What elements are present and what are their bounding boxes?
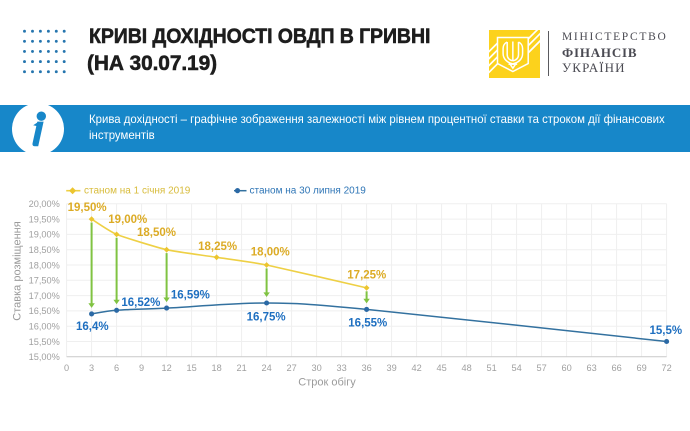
svg-text:66: 66 — [611, 363, 621, 373]
svg-text:Ставка розміщення: Ставка розміщення — [12, 221, 24, 320]
svg-text:18,00%: 18,00% — [29, 260, 60, 270]
svg-text:16,75%: 16,75% — [247, 311, 286, 323]
svg-text:0: 0 — [64, 363, 69, 373]
svg-text:54: 54 — [511, 363, 521, 373]
svg-text:18: 18 — [211, 363, 221, 373]
svg-text:17,50%: 17,50% — [29, 276, 60, 286]
svg-text:72: 72 — [661, 363, 671, 373]
svg-text:48: 48 — [461, 363, 471, 373]
svg-text:27: 27 — [286, 363, 296, 373]
svg-text:57: 57 — [536, 363, 546, 373]
svg-text:16,50%: 16,50% — [29, 306, 60, 316]
svg-text:20,00%: 20,00% — [29, 199, 60, 209]
svg-text:36: 36 — [361, 363, 371, 373]
svg-text:15: 15 — [186, 363, 196, 373]
svg-text:30: 30 — [311, 363, 321, 373]
svg-text:39: 39 — [386, 363, 396, 373]
svg-text:16,00%: 16,00% — [29, 322, 60, 332]
svg-text:69: 69 — [636, 363, 646, 373]
svg-text:станом на 30 липня 2019: станом на 30 липня 2019 — [250, 186, 367, 197]
svg-text:19,00%: 19,00% — [108, 214, 147, 226]
svg-text:21: 21 — [236, 363, 246, 373]
svg-text:17,00%: 17,00% — [29, 291, 60, 301]
svg-text:16,59%: 16,59% — [171, 290, 210, 302]
svg-text:15,50%: 15,50% — [29, 337, 60, 347]
svg-text:16,55%: 16,55% — [348, 318, 387, 330]
svg-text:15,5%: 15,5% — [649, 325, 682, 337]
svg-text:33: 33 — [336, 363, 346, 373]
svg-text:6: 6 — [114, 363, 119, 373]
svg-text:63: 63 — [586, 363, 596, 373]
svg-text:3: 3 — [89, 363, 94, 373]
svg-text:18,50%: 18,50% — [29, 245, 60, 255]
svg-text:24: 24 — [261, 363, 271, 373]
svg-text:18,50%: 18,50% — [137, 227, 176, 239]
svg-text:12: 12 — [161, 363, 171, 373]
svg-text:17,25%: 17,25% — [347, 270, 386, 282]
svg-text:45: 45 — [436, 363, 446, 373]
svg-text:станом на 1 січня 2019: станом на 1 січня 2019 — [84, 186, 191, 197]
svg-text:42: 42 — [411, 363, 421, 373]
svg-text:18,25%: 18,25% — [198, 241, 237, 253]
svg-text:16,4%: 16,4% — [76, 321, 109, 333]
svg-text:60: 60 — [561, 363, 571, 373]
svg-text:19,50%: 19,50% — [29, 214, 60, 224]
svg-text:Строк обігу: Строк обігу — [298, 377, 356, 389]
svg-text:16,52%: 16,52% — [121, 297, 160, 309]
svg-text:9: 9 — [139, 363, 144, 373]
svg-text:18,00%: 18,00% — [251, 247, 290, 259]
svg-text:19,50%: 19,50% — [68, 202, 107, 214]
svg-text:51: 51 — [486, 363, 496, 373]
svg-text:19,00%: 19,00% — [29, 230, 60, 240]
svg-text:15,00%: 15,00% — [29, 352, 60, 362]
